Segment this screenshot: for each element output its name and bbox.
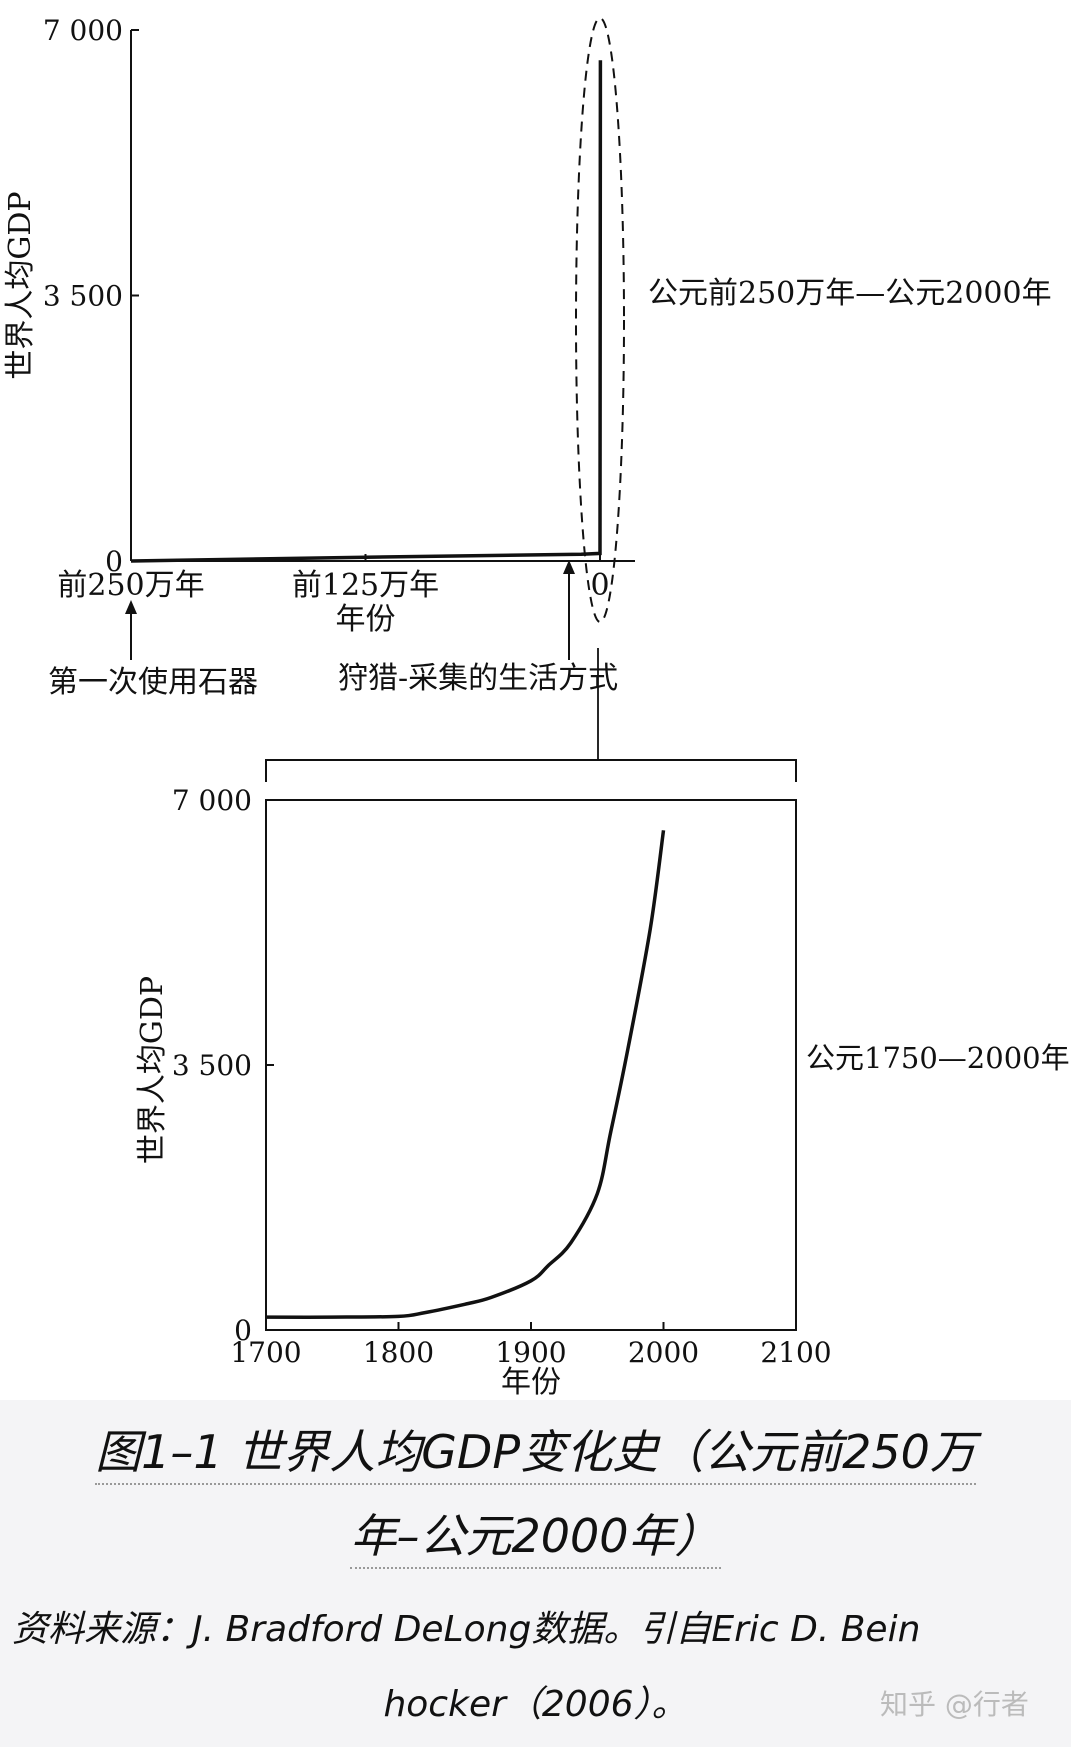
figure-caption: 图1–1 世界人均GDP变化史（公元前250万 <box>0 1416 1071 1485</box>
chart2-x-tick-label: 2100 <box>760 1336 831 1369</box>
source-note: 资料来源：J. Bradford DeLong数据。引自Eric D. Bein <box>12 1609 921 1650</box>
source-note-continued: hocker（2006）。 <box>383 1684 688 1725</box>
chart2-plot-frame <box>265 799 797 1331</box>
chart1-x-tick-label: 0 <box>590 568 609 603</box>
zoom-bracket <box>265 759 797 782</box>
chart1-callout-stone-tools: 第一次使用石器 <box>48 665 258 700</box>
chart1-y-tick-label: 7 000 <box>43 14 123 47</box>
chart2-x-tick-label: 1900 <box>495 1336 566 1369</box>
chart2-period-annotation: 公元1750—2000年 <box>806 1041 1070 1075</box>
chart1-x-axis-title: 年份 <box>336 602 396 637</box>
chart1-y-tick-label: 0 <box>105 545 123 578</box>
chart1-x-tick-label: 前250万年 <box>57 568 204 603</box>
chart1-series-line <box>130 60 603 563</box>
figure-caption-line1: 图1–1 世界人均GDP变化史（公元前250万 <box>95 1425 976 1485</box>
chart2-series-line <box>265 830 666 1319</box>
chart2-x-tick-label: 1700 <box>230 1336 301 1369</box>
chart1-period-annotation: 公元前250万年—公元2000年 <box>648 276 1052 311</box>
chart1-callout-arrowhead-stone-tools <box>125 600 137 614</box>
chart2-x-axis-title: 年份 <box>501 1365 561 1400</box>
chart1-y-tick-label: 3 500 <box>43 280 123 313</box>
figure-caption-line2: 年–公元2000年） <box>350 1509 721 1569</box>
chart2-y-tick-label: 7 000 <box>172 784 252 817</box>
chart2-x-tick-label: 2000 <box>628 1336 699 1369</box>
watermark-text: 知乎 @行者 <box>880 1688 1029 1721</box>
chart2-y-axis-title: 世界人均GDP <box>135 976 170 1164</box>
chart2-y-tick-label: 0 <box>234 1314 252 1347</box>
chart1-callout-arrowhead-hunter-gatherer <box>563 560 575 574</box>
chart1-y-axis-title: 世界人均GDP <box>3 191 38 379</box>
chart1-highlight-ellipse <box>575 17 625 623</box>
chart1-x-tick-label: 前125万年 <box>292 568 439 603</box>
chart2-y-tick-label: 3 500 <box>172 1049 252 1082</box>
figure-caption-continued: 年–公元2000年） <box>0 1500 1071 1569</box>
chart2-x-tick-label: 1800 <box>363 1336 434 1369</box>
chart1-callout-hunter-gatherer: 狩猎-采集的生活方式 <box>338 661 618 696</box>
